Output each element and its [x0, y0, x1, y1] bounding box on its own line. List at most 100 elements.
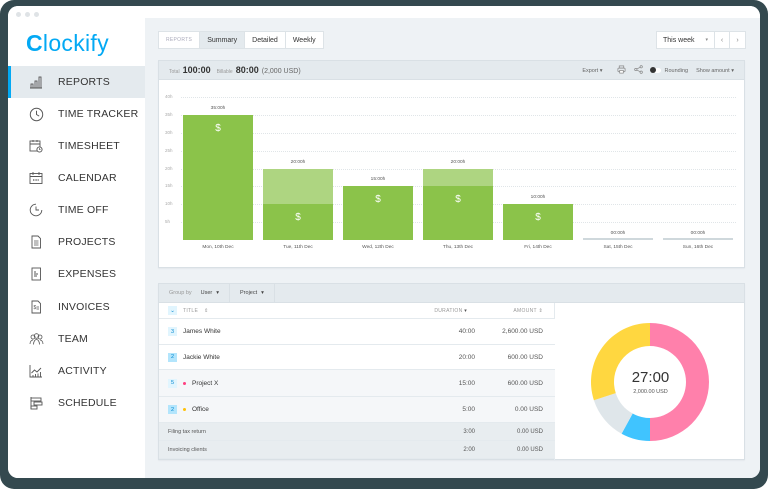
chart-bar[interactable]: $: [263, 168, 333, 240]
donut-segment[interactable]: [650, 323, 709, 441]
tab-weekly[interactable]: Weekly: [292, 36, 316, 44]
y-tick-label: 5h: [165, 219, 171, 225]
bar-value-label: 15:00h: [370, 177, 386, 183]
sidebar-item-expenses[interactable]: EXPENSES: [8, 258, 145, 290]
row-title-cell: Invoicing clients: [168, 447, 207, 453]
main-content: REPORTS Summary Detailed Weekly This wee…: [145, 18, 760, 478]
chart-card-header: Total 100:00 Billable 80:00 (2,000 USD) …: [159, 61, 744, 80]
logo[interactable]: Clockify: [26, 30, 109, 57]
donut-segment[interactable]: [593, 393, 633, 434]
row-title-cell: 2 Jackie White: [168, 352, 220, 362]
table-row[interactable]: Invoicing clients 2:00 0.00 USD: [159, 441, 555, 459]
chevron-down-icon: ▾: [705, 37, 708, 43]
timesheet-icon: [28, 138, 44, 154]
sidebar-item-activity[interactable]: ACTIVITY: [8, 355, 145, 387]
row-count-badge[interactable]: 3: [168, 327, 177, 336]
gridline: [181, 97, 736, 98]
window-dot: [25, 12, 30, 17]
duration-column-header[interactable]: DURATION ▾: [434, 307, 467, 314]
window-dot: [34, 12, 39, 17]
amount-column-header[interactable]: AMOUNT ⇕: [513, 307, 543, 314]
y-tick-label: 10h: [165, 201, 173, 207]
sidebar-item-timesheet[interactable]: TIMESHEET: [8, 130, 145, 162]
donut-segment[interactable]: [621, 413, 650, 441]
tab-summary[interactable]: Summary: [200, 32, 246, 48]
chart-bar-empty: [583, 238, 653, 240]
sidebar-item-label: REPORTS: [58, 76, 110, 88]
bar-value-label: 00:00h: [690, 231, 706, 236]
sidebar-item-label: INVOICES: [58, 301, 110, 313]
row-duration: 40:00: [458, 328, 475, 335]
chart-bar[interactable]: $: [503, 204, 573, 240]
sidebar-item-label: TIMESHEET: [58, 140, 120, 152]
donut-segment[interactable]: [591, 323, 650, 401]
sidebar: Clockify REPORTS TIME TRACKER TIMESHEET CAL…: [8, 18, 145, 478]
chart-bar[interactable]: $: [183, 114, 253, 240]
sidebar-item-team[interactable]: TEAM: [8, 323, 145, 355]
billable-amount: (2,000 USD): [261, 68, 301, 75]
group-by-secondary-value: Project: [240, 290, 258, 296]
gridline: [181, 114, 736, 116]
breakdown-card: Group by User ▾ Project ▾ ⌄ TITLE ⇕ DURA…: [158, 283, 745, 461]
row-amount: 0.00 USD: [516, 428, 543, 435]
totals-summary: Total 100:00 Billable 80:00 (2,000 USD): [169, 65, 301, 75]
group-by-label: Group by: [169, 290, 192, 296]
rounding-toggle[interactable]: Rounding: [649, 67, 688, 74]
table-row[interactable]: Filing tax return 3:00 0.00 USD: [159, 423, 555, 441]
chart-bar[interactable]: $: [343, 186, 413, 240]
y-tick-label: 25h: [165, 147, 173, 153]
y-tick-label: 40h: [165, 94, 173, 99]
sidebar-item-reports[interactable]: REPORTS: [8, 66, 145, 98]
table-row[interactable]: 2 Jackie White 20:00 600.00 USD: [159, 345, 555, 370]
table-row[interactable]: 3 James White 40:00 2,600.00 USD: [159, 319, 555, 345]
sidebar-item-label: TEAM: [58, 333, 88, 345]
title-header-cell: ⌄ TITLE ⇕: [168, 306, 209, 315]
row-count-badge[interactable]: 2: [168, 405, 177, 414]
chart-bar-empty: [663, 238, 733, 240]
sidebar-item-calendar[interactable]: CALENDAR: [8, 162, 145, 194]
title-bar: [8, 6, 760, 18]
tab-detailed[interactable]: Detailed: [245, 32, 286, 48]
row-amount: 600.00 USD: [507, 353, 543, 361]
row-title: Filing tax return: [168, 428, 206, 435]
group-by-primary[interactable]: Group by User ▾: [159, 284, 231, 302]
report-tabs: REPORTS Summary Detailed Weekly: [158, 31, 324, 49]
group-by-secondary[interactable]: Project ▾: [230, 284, 275, 302]
sort-icon[interactable]: ⇕: [204, 307, 209, 314]
sidebar-item-invoices[interactable]: $ INVOICES: [8, 291, 145, 323]
row-count-badge[interactable]: 5: [168, 378, 177, 388]
chevron-down-icon: ▾: [731, 67, 734, 74]
date-range-controls: This week ▾ ‹ ›: [656, 31, 746, 49]
expand-all-toggle[interactable]: ⌄: [168, 306, 177, 315]
print-icon[interactable]: [617, 65, 626, 76]
date-range-select[interactable]: This week ▾: [657, 32, 715, 48]
sidebar-item-time-tracker[interactable]: TIME TRACKER: [8, 98, 145, 130]
clock-icon: [28, 106, 44, 122]
bar-value-label: 20:00h: [450, 159, 466, 165]
prev-period-button[interactable]: ‹: [715, 32, 730, 48]
document-icon: [28, 234, 44, 250]
donut-total-amount: 2,000.00 USD: [633, 389, 668, 395]
sidebar-item-time-off[interactable]: TIME OFF: [8, 194, 145, 226]
billable-dollar-icon: $: [535, 212, 541, 224]
row-title: James White: [183, 328, 221, 335]
table-row[interactable]: 2 Office 5:00 0.00 USD: [159, 397, 555, 423]
row-duration: 2:00: [463, 446, 475, 453]
table-row[interactable]: 5 Project X 15:00 600.00 USD: [159, 370, 555, 397]
title-column-header[interactable]: TITLE: [183, 307, 199, 314]
bar-chart-icon: [28, 74, 44, 90]
sidebar-item-projects[interactable]: PROJECTS: [8, 226, 145, 258]
row-count-badge[interactable]: 2: [168, 352, 177, 362]
row-title: Invoicing clients: [168, 446, 207, 453]
show-amount-dropdown[interactable]: Show amount ▾: [696, 68, 734, 74]
export-dropdown[interactable]: Export ▾: [582, 68, 602, 74]
sidebar-item-schedule[interactable]: SCHEDULE: [8, 387, 145, 419]
donut-center: 27:00 2,000.00 USD: [556, 303, 745, 461]
next-period-button[interactable]: ›: [736, 36, 739, 44]
billable-dollar-icon: $: [295, 212, 301, 224]
chart-bar[interactable]: $: [423, 168, 493, 240]
share-icon[interactable]: [633, 65, 643, 76]
group-by-bar: Group by User ▾ Project ▾: [159, 284, 744, 303]
non-billable-segment: [423, 168, 493, 187]
logo-text: lockify: [42, 30, 109, 56]
